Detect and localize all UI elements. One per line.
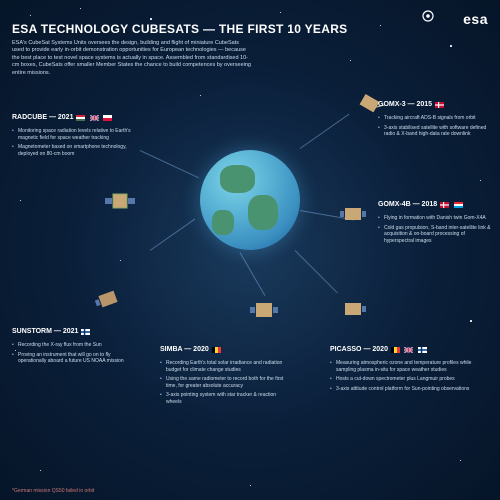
intro-text: ESA's CubeSat Systems Units oversees the…: [12, 40, 252, 77]
mission-picasso: PICASSO — 2020 Measuring atmospheric ozo…: [330, 340, 490, 395]
flag-icon: [418, 347, 427, 353]
flag-icon: [454, 202, 463, 208]
mission-bullet: Using the same radiometer to record both…: [160, 376, 290, 389]
footnote: *German mission QS50 failed in orbit: [12, 488, 94, 494]
connector-line: [300, 114, 350, 149]
flag-icon: [76, 115, 85, 121]
flag-icon: [391, 347, 400, 353]
flag-group: [76, 108, 112, 126]
satellite-icon: [93, 286, 124, 312]
earth-globe: [200, 150, 300, 250]
mission-bullet: Cold gas propulsion, S-band inter-satell…: [378, 225, 493, 245]
mission-gomx4b: GOMX-4B — 2018 Flying in formation with …: [378, 195, 493, 247]
mission-body: Recording the X-ray flux from the Sun Pro…: [12, 342, 134, 365]
logo-text: esa: [463, 11, 488, 27]
flag-group: [81, 322, 90, 340]
esa-logo-icon: [421, 8, 459, 24]
flag-icon: [440, 202, 449, 208]
mission-bullet: 3-axis pointing system with star tracker…: [160, 392, 290, 405]
connector-line: [240, 252, 266, 296]
mission-body: Tracking aircraft ADS-B signals from orb…: [378, 115, 493, 138]
mission-gomx3: GOMX-3 — 2015 Tracking aircraft ADS-B si…: [378, 95, 493, 141]
mission-bullet: Monitoring space radiation levels relati…: [12, 128, 142, 141]
mission-simba: SIMBA — 2020 Recording Earth's total sol…: [160, 340, 290, 408]
mission-bullet: Magnetometer based on smartphone technol…: [12, 144, 142, 157]
esa-logo: esa: [421, 8, 488, 27]
satellite-icon: [105, 190, 135, 212]
flag-icon: [81, 329, 90, 335]
mission-bullet: Hosts a cut-down spectrometer plus Langm…: [330, 376, 490, 383]
mission-bullet: 3-axis attitude control platform for Sun…: [330, 386, 490, 393]
mission-name: RADCUBE — 2021: [12, 114, 73, 121]
mission-name: SUNSTORM — 2021: [12, 328, 78, 335]
page-title: ESA TECHNOLOGY CUBESATS — THE FIRST 10 Y…: [12, 22, 347, 36]
mission-bullet: Measuring atmospheric ozone and temperat…: [330, 360, 490, 373]
flag-icon: [103, 115, 112, 121]
mission-bullet: Flying in formation with Danish twin Gom…: [378, 215, 493, 222]
mission-body: Monitoring space radiation levels relati…: [12, 128, 142, 157]
mission-body: Recording Earth's total solar irradiance…: [160, 360, 290, 405]
mission-body: Flying in formation with Danish twin Gom…: [378, 215, 493, 244]
mission-sunstorm: SUNSTORM — 2021 Recording the X-ray flux…: [12, 322, 134, 368]
flag-group: [435, 95, 444, 113]
flag-icon: [435, 102, 444, 108]
mission-name: PICASSO — 2020: [330, 346, 388, 353]
flag-group: [212, 340, 221, 358]
mission-name: GOMX-3 — 2015: [378, 101, 432, 108]
flag-icon: [212, 347, 221, 353]
connector-line: [295, 250, 338, 293]
mission-body: Measuring atmospheric ozone and temperat…: [330, 360, 490, 392]
flag-group: [440, 195, 462, 213]
flag-icon: [404, 347, 413, 353]
connector-line: [140, 150, 199, 178]
satellite-icon: [250, 300, 278, 320]
mission-bullet: 3-axis stabilised satellite with softwar…: [378, 125, 493, 138]
flag-icon: [90, 115, 99, 121]
mission-radcube: RADCUBE — 2021 Monitoring space radiatio…: [12, 108, 142, 160]
mission-bullet: Proving an instrument that will go on to…: [12, 352, 134, 365]
satellite-icon: [340, 205, 366, 223]
flag-group: [391, 340, 427, 358]
satellite-icon: [340, 300, 366, 318]
mission-bullet: Recording Earth's total solar irradiance…: [160, 360, 290, 373]
mission-bullet: Recording the X-ray flux from the Sun: [12, 342, 134, 349]
mission-name: GOMX-4B — 2018: [378, 201, 437, 208]
connector-line: [150, 219, 196, 251]
mission-name: SIMBA — 2020: [160, 346, 209, 353]
mission-bullet: Tracking aircraft ADS-B signals from orb…: [378, 115, 493, 122]
